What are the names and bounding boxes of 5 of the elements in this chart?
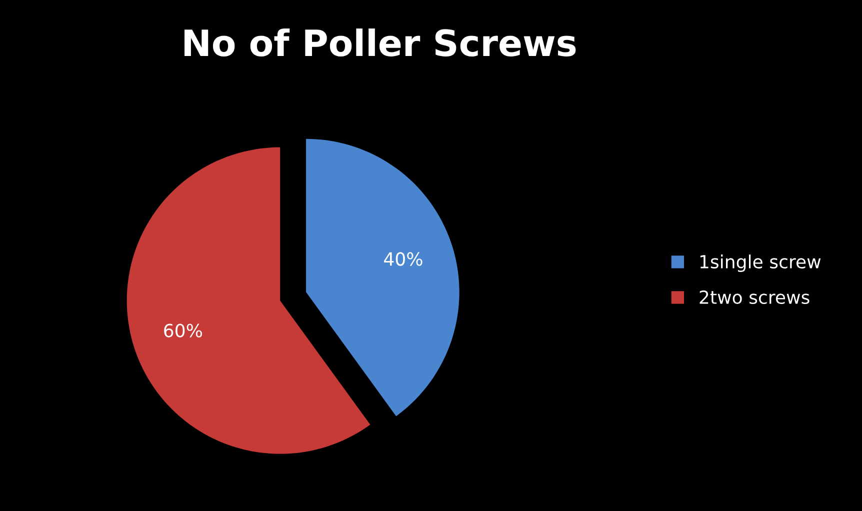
legend-label: 2two screws [700, 290, 810, 304]
legend-label: 1single screw [700, 254, 821, 272]
data-label: 60% [164, 324, 202, 338]
data-label: 40% [384, 252, 422, 266]
chart-title: No of Poller Screws [184, 28, 576, 56]
